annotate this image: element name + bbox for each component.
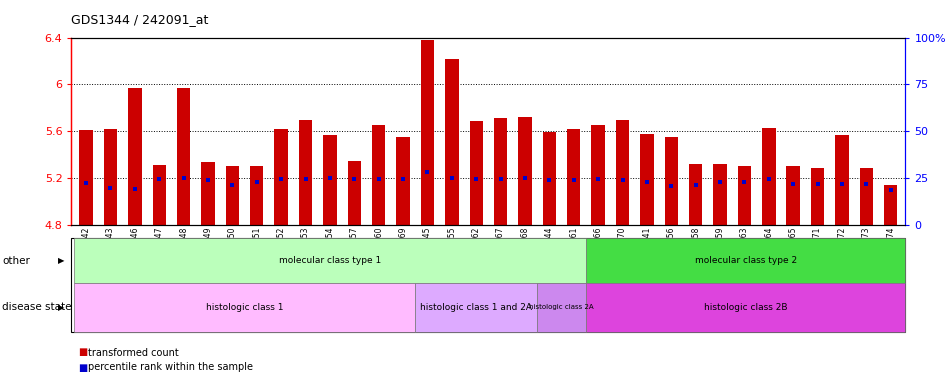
Bar [542,132,555,225]
Bar [737,166,750,225]
Bar [177,88,190,225]
Bar [396,137,409,225]
Bar [688,164,702,225]
Text: ■: ■ [78,348,88,357]
Bar [615,120,628,225]
Text: other: other [2,256,30,266]
Bar [493,118,506,225]
Bar [591,125,605,225]
Text: molecular class type 2: molecular class type 2 [694,256,796,265]
Bar [785,166,799,225]
Bar [226,166,239,225]
Text: GDS1344 / 242091_at: GDS1344 / 242091_at [71,13,208,26]
Bar [249,166,263,225]
Bar [518,117,531,225]
Text: histologic class 1 and 2A: histologic class 1 and 2A [420,303,531,312]
Bar [469,121,483,225]
Bar [347,160,361,225]
Bar [201,162,214,225]
Bar [713,164,726,225]
Bar [566,129,580,225]
Bar [421,40,434,225]
Bar [274,129,288,225]
Bar [323,135,336,225]
Bar [859,168,872,225]
Bar [810,168,823,225]
Bar [128,88,142,225]
Bar [883,185,897,225]
Bar [640,134,653,225]
Text: ▶: ▶ [58,256,65,265]
Text: ■: ■ [78,363,88,372]
Text: histologic class 2A: histologic class 2A [528,304,593,310]
Text: ▶: ▶ [58,303,65,312]
Text: percentile rank within the sample: percentile rank within the sample [88,363,252,372]
Bar [762,128,775,225]
Bar [664,137,677,225]
Bar [299,120,312,225]
Text: histologic class 2B: histologic class 2B [704,303,786,312]
Text: molecular class type 1: molecular class type 1 [279,256,381,265]
Bar [79,130,92,225]
Bar [152,165,166,225]
Text: disease state: disease state [2,303,71,312]
Bar [834,135,848,225]
Text: histologic class 1: histologic class 1 [206,303,283,312]
Bar [104,129,117,225]
Text: transformed count: transformed count [88,348,178,357]
Bar [445,58,458,225]
Bar [371,125,385,225]
